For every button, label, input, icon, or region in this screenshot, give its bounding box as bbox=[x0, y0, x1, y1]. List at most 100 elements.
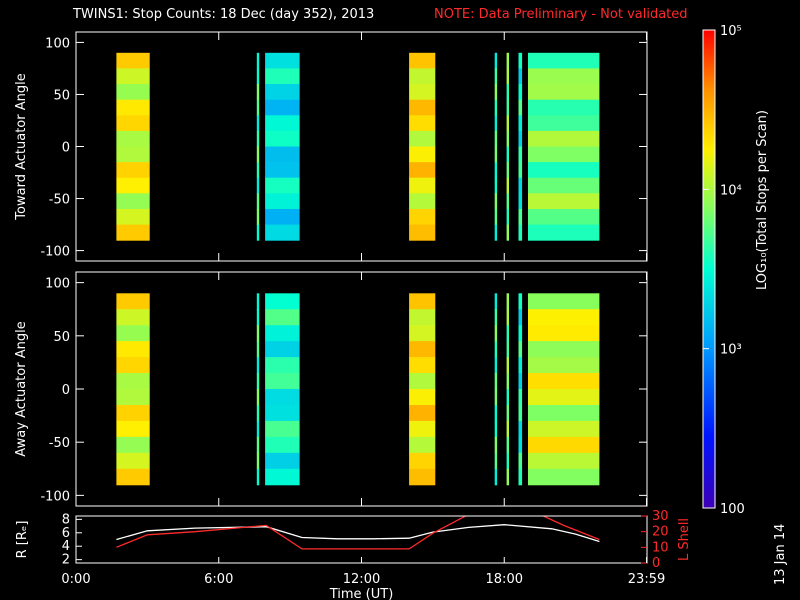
heatmap-cell bbox=[528, 341, 600, 358]
x-axis-label: Time (UT) bbox=[329, 587, 394, 600]
heatmap-cell bbox=[494, 389, 498, 406]
y-tick-label: 4 bbox=[62, 539, 70, 554]
heatmap-cell bbox=[265, 162, 300, 179]
heatmap-cell bbox=[518, 52, 523, 69]
heatmap-cell bbox=[256, 389, 260, 406]
heatmap-segment bbox=[506, 52, 509, 241]
heatmap-cell bbox=[116, 162, 150, 179]
heatmap-cell bbox=[256, 193, 260, 210]
heatmap-cell bbox=[256, 293, 260, 310]
heatmap-cell bbox=[518, 99, 523, 116]
heatmap-segment bbox=[265, 52, 300, 241]
heatmap-cell bbox=[528, 420, 600, 438]
heatmap-cell bbox=[116, 341, 150, 358]
heatmap-cell bbox=[265, 357, 300, 374]
heatmap-cell bbox=[506, 146, 509, 163]
heatmap-cell bbox=[518, 293, 523, 310]
y-tick-label: 100 bbox=[45, 36, 70, 51]
heatmap-cell bbox=[518, 405, 523, 422]
heatmap-cell bbox=[409, 468, 436, 486]
heatmap-cell bbox=[409, 84, 436, 101]
heatmap-cell bbox=[409, 373, 436, 390]
heatmap-cell bbox=[116, 115, 150, 132]
heatmap-cell bbox=[528, 224, 600, 241]
heatmap-cell bbox=[256, 177, 260, 194]
x-tick-label: 0:00 bbox=[61, 572, 90, 587]
heatmap-cell bbox=[518, 309, 523, 326]
y2-axis-label: L Shell bbox=[677, 518, 692, 561]
heatmap-cell bbox=[494, 420, 498, 438]
heatmap-cell bbox=[265, 99, 300, 116]
heatmap-cell bbox=[256, 405, 260, 422]
heatmap-cell bbox=[506, 193, 509, 210]
heatmap-cell bbox=[518, 389, 523, 406]
heatmap-cell bbox=[528, 99, 600, 116]
heatmap-cell bbox=[409, 405, 436, 422]
heatmap-cell bbox=[506, 84, 509, 101]
preliminary-note: NOTE: Data Preliminary - Not validated bbox=[434, 7, 688, 22]
heatmap-cell bbox=[256, 130, 260, 147]
heatmap-cell bbox=[528, 130, 600, 147]
heatmap-cell bbox=[256, 115, 260, 132]
heatmap-segment bbox=[409, 52, 436, 241]
heatmap-segment bbox=[506, 293, 509, 486]
y-tick-label: 0 bbox=[62, 383, 70, 398]
heatmap-cell bbox=[265, 68, 300, 85]
heatmap-cell bbox=[518, 162, 523, 179]
heatmap-cell bbox=[528, 373, 600, 390]
heatmap-cell bbox=[116, 224, 150, 241]
heatmap-cell bbox=[256, 84, 260, 101]
x-tick-label: 12:00 bbox=[343, 572, 380, 587]
heatmap-cell bbox=[494, 177, 498, 194]
heatmap-cell bbox=[528, 193, 600, 210]
l-shell-series-line bbox=[116, 516, 600, 550]
heatmap-cell bbox=[265, 293, 300, 310]
heatmap-cell bbox=[265, 177, 300, 194]
heatmap-cell bbox=[265, 452, 300, 470]
heatmap-cell bbox=[265, 224, 300, 241]
heatmap-cell bbox=[506, 373, 509, 390]
heatmap-cell bbox=[116, 130, 150, 147]
heatmap-cell bbox=[409, 115, 436, 132]
date-stamp: 13 Jan 14 bbox=[773, 524, 788, 585]
heatmap-cell bbox=[265, 405, 300, 422]
heatmap-cell bbox=[256, 162, 260, 179]
heatmap-cell bbox=[528, 389, 600, 406]
heatmap-cell bbox=[528, 468, 600, 486]
y2-tick-label: 20 bbox=[652, 525, 669, 540]
heatmap-cell bbox=[116, 420, 150, 438]
heatmap-cell bbox=[265, 436, 300, 454]
orbit-lines bbox=[116, 516, 600, 550]
heatmap-cell bbox=[256, 209, 260, 226]
heatmap-cell bbox=[494, 468, 498, 486]
heatmap-cell bbox=[409, 177, 436, 194]
y-tick-label: -100 bbox=[40, 489, 70, 504]
heatmap-cell bbox=[409, 99, 436, 116]
heatmap-cell bbox=[256, 68, 260, 85]
heatmap-cell bbox=[265, 325, 300, 342]
heatmap-cell bbox=[528, 325, 600, 342]
heatmap-cell bbox=[256, 341, 260, 358]
x-tick-label: 23:59 bbox=[628, 572, 665, 587]
colorbar-label: LOG₁₀(Total Stops per Scan) bbox=[755, 110, 770, 290]
heatmap-cell bbox=[518, 209, 523, 226]
y-tick-label: -50 bbox=[49, 436, 70, 451]
colorbar-gradient bbox=[702, 29, 716, 509]
heatmap-cell bbox=[528, 162, 600, 179]
heatmap-cell bbox=[494, 209, 498, 226]
heatmap-segment bbox=[528, 52, 600, 241]
heatmap-cell bbox=[265, 341, 300, 358]
heatmap-cell bbox=[256, 468, 260, 486]
heatmap-cell bbox=[506, 420, 509, 438]
y-tick-label: 100 bbox=[45, 277, 70, 292]
heatmap-cell bbox=[409, 193, 436, 210]
heatmap-cell bbox=[409, 452, 436, 470]
heatmap-cell bbox=[494, 293, 498, 310]
colorbar-tick-label: 10⁵ bbox=[720, 24, 742, 39]
chart-title: TWINS1: Stop Counts: 18 Dec (day 352), 2… bbox=[72, 7, 374, 22]
y-tick-label: 50 bbox=[53, 88, 70, 103]
heatmap-cell bbox=[494, 84, 498, 101]
heatmap-cell bbox=[256, 436, 260, 454]
heatmap-cell bbox=[518, 341, 523, 358]
heatmap-cell bbox=[494, 224, 498, 241]
